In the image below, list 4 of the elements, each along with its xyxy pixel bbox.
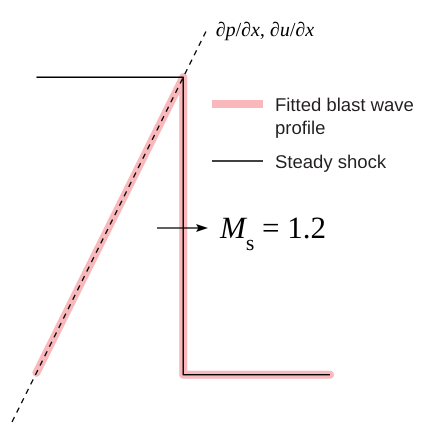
- annotation: M$_{s}$ = 1.2: [219, 210, 326, 255]
- series-label: ∂p/∂x, ∂u/∂x: [216, 19, 314, 41]
- legend-label: Steady shock: [275, 151, 387, 172]
- legend-label: Fitted blast wave profile: [275, 94, 414, 138]
